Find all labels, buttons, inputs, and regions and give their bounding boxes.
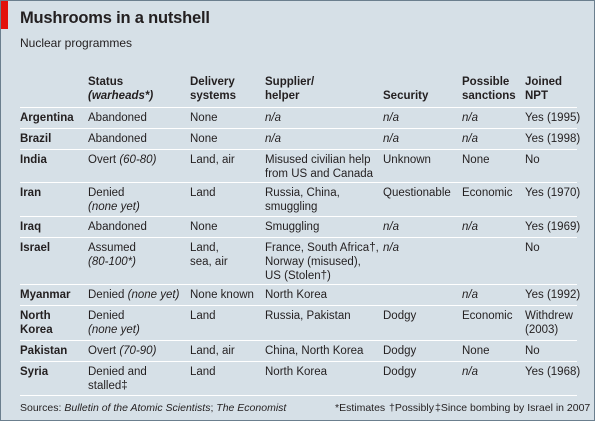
cell-sanctions: n/a <box>462 133 478 145</box>
cell-sanctions: None <box>462 154 490 166</box>
cell-supplier: Smuggling <box>265 221 320 233</box>
cell-country: Iraq <box>20 221 42 233</box>
cell-country: Israel <box>20 242 51 254</box>
cell-security: n/a <box>383 112 399 124</box>
cell-country: Syria <box>20 366 49 378</box>
table-rule <box>20 128 577 129</box>
cell-supplier: n/a <box>265 112 281 124</box>
header-security: Security <box>383 90 429 102</box>
cell-status: Denied (none yet) <box>88 310 140 336</box>
cell-sanctions: n/a <box>462 221 478 233</box>
cell-supplier: Misused civilian help from US and Canada <box>265 154 374 180</box>
cell-supplier: n/a <box>265 133 281 145</box>
cell-delivery: None <box>190 112 218 124</box>
header-npt: Joined NPT <box>525 76 563 102</box>
cell-delivery: Land, sea, air <box>190 242 228 268</box>
cell-npt: Yes (1995) <box>525 112 581 124</box>
cell-security: Unknown <box>383 154 431 166</box>
table-rule <box>20 361 577 362</box>
cell-security: Dodgy <box>383 310 417 322</box>
cell-status: Abandoned <box>88 112 147 124</box>
cell-security: n/a <box>383 133 399 145</box>
cell-country: Argentina <box>20 112 74 124</box>
table-rule <box>20 149 577 150</box>
cell-npt: No <box>525 154 540 166</box>
cell-supplier: North Korea <box>265 289 328 301</box>
footnote-bombing: ‡Since bombing by Israel in 2007 <box>435 402 591 414</box>
cell-status: Denied and stalled‡ <box>88 366 147 392</box>
cell-delivery: Land, air <box>190 154 235 166</box>
header-sanctions: Possible sanctions <box>462 76 516 102</box>
cell-delivery: Land <box>190 187 216 199</box>
table-rule <box>20 107 577 108</box>
cell-status: Denied (none yet) <box>88 187 140 213</box>
cell-country: North Korea <box>20 310 53 336</box>
cell-status: Assumed (80-100*) <box>88 242 136 268</box>
cell-delivery: Land <box>190 366 216 378</box>
cell-sanctions: n/a <box>462 366 478 378</box>
cell-delivery: Land, air <box>190 345 235 357</box>
header-delivery: Delivery systems <box>190 76 237 102</box>
cell-status: Denied (none yet) <box>88 289 180 301</box>
table-rule <box>20 237 577 238</box>
cell-npt: Yes (1970) <box>525 187 581 199</box>
cell-delivery: Land <box>190 310 216 322</box>
cell-npt: Withdrew (2003) <box>525 310 573 336</box>
sources-note: Sources: Bulletin of the Atomic Scientis… <box>20 402 287 414</box>
cell-country: India <box>20 154 47 166</box>
footnote-estimates: *Estimates <box>335 402 386 414</box>
cell-status: Abandoned <box>88 133 147 145</box>
cell-supplier: China, North Korea <box>265 345 364 357</box>
cell-supplier: France, South Africa†, Norway (misused),… <box>265 242 379 282</box>
cell-status: Overt (70-90) <box>88 345 157 357</box>
cell-country: Iran <box>20 187 42 199</box>
cell-npt: Yes (1992) <box>525 289 581 301</box>
header-supplier: Supplier/ helper <box>265 76 315 102</box>
cell-sanctions: n/a <box>462 289 478 301</box>
cell-sanctions: Economic <box>462 310 513 322</box>
cell-status: Abandoned <box>88 221 147 233</box>
cell-sanctions: None <box>462 345 490 357</box>
cell-supplier: North Korea <box>265 366 328 378</box>
header-status: Status (warheads*) <box>88 76 154 102</box>
table-rule <box>20 182 577 183</box>
cell-supplier: Russia, Pakistan <box>265 310 351 322</box>
page-title: Mushrooms in a nutshell <box>20 9 210 27</box>
cell-country: Pakistan <box>20 345 68 357</box>
cell-supplier: Russia, China, smuggling <box>265 187 340 213</box>
table-rule <box>20 395 577 396</box>
cell-security: Questionable <box>383 187 451 199</box>
cell-security: n/a <box>383 242 399 254</box>
cell-status: Overt (60-80) <box>88 154 157 166</box>
table-rule <box>20 340 577 341</box>
table-rule <box>20 216 577 217</box>
footnote-possibly: †Possibly <box>389 402 434 414</box>
table-rule <box>20 284 577 285</box>
cell-npt: No <box>525 345 540 357</box>
cell-delivery: None <box>190 133 218 145</box>
cell-delivery: None <box>190 221 218 233</box>
cell-sanctions: Economic <box>462 187 513 199</box>
cell-npt: No <box>525 242 540 254</box>
cell-security: Dodgy <box>383 345 417 357</box>
cell-npt: Yes (1968) <box>525 366 581 378</box>
cell-security: n/a <box>383 221 399 233</box>
page-subtitle: Nuclear programmes <box>20 36 133 50</box>
cell-npt: Yes (1998) <box>525 133 581 145</box>
brand-tag <box>1 1 8 29</box>
cell-country: Myanmar <box>20 289 71 301</box>
cell-sanctions: n/a <box>462 112 478 124</box>
cell-country: Brazil <box>20 133 52 145</box>
table-rule <box>20 305 577 306</box>
cell-security: Dodgy <box>383 366 417 378</box>
cell-delivery: None known <box>190 289 254 301</box>
cell-npt: Yes (1969) <box>525 221 581 233</box>
